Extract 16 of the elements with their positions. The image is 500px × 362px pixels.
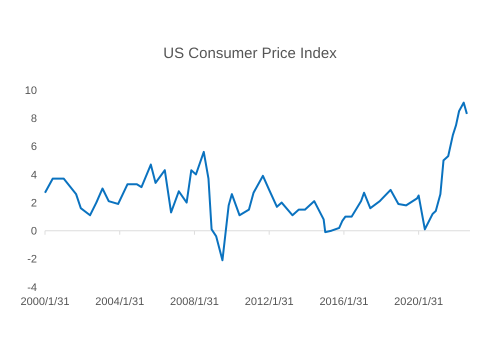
y-tick-label: 2: [30, 197, 37, 210]
y-tick-label: 4: [30, 169, 37, 182]
y-tick-label: 8: [30, 112, 37, 125]
y-tick-label: 6: [30, 141, 37, 154]
y-tick-label: 0: [30, 226, 37, 238]
x-tick-label: 2020/1/31: [394, 296, 444, 308]
chart-title: US Consumer Price Index: [163, 45, 338, 62]
y-tick-label: -4: [27, 282, 37, 294]
x-tick-label: 2004/1/31: [95, 296, 144, 308]
x-tick-label: 2008/1/31: [170, 296, 219, 308]
line-series: [44, 102, 468, 262]
y-tick-label: -2: [27, 254, 37, 266]
x-tick-label: 2012/1/31: [244, 296, 294, 308]
x-tick-label: 2016/1/31: [319, 296, 368, 308]
y-tick-label: 10: [24, 84, 37, 97]
x-tick-label: 2000/1/31: [20, 296, 70, 308]
